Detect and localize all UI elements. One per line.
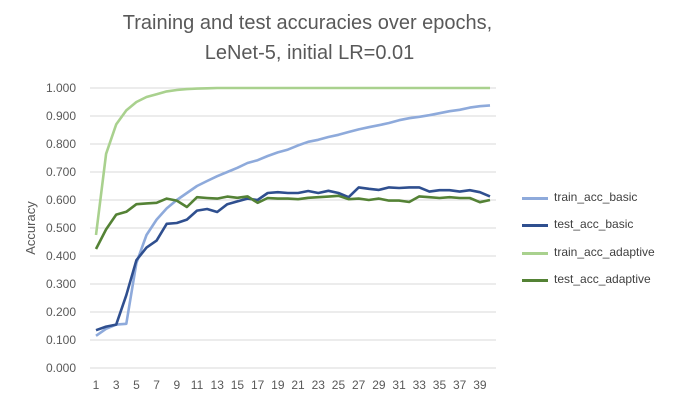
legend-label: train_acc_basic [554,190,638,204]
x-tick-label: 37 [453,378,467,392]
legend-swatch [522,252,548,255]
legend-swatch [522,279,548,282]
x-tick-label: 29 [372,378,386,392]
x-tick-label: 17 [251,378,265,392]
x-tick-label: 23 [312,378,326,392]
x-tick-label: 19 [271,378,285,392]
y-tick-label: 0.000 [46,361,76,375]
x-tick-label: 21 [291,378,305,392]
y-tick-label: 0.700 [46,165,76,179]
y-tick-label: 1.000 [46,81,76,95]
y-tick-label: 0.600 [46,193,76,207]
y-tick-label: 0.900 [46,109,76,123]
x-tick-label: 33 [413,378,427,392]
series-line-train-acc-basic [95,104,491,337]
x-tick-label: 27 [352,378,366,392]
x-tick-label: 13 [211,378,225,392]
y-axis-label: Accuracy [23,201,38,255]
legend-label: train_acc_adaptive [554,245,655,259]
chart-title-line-1: Training and test accuracies over epochs… [122,12,493,34]
x-tick-label: 31 [392,378,406,392]
series-line-test-acc-adaptive [94,194,491,250]
x-tick-label: 35 [433,378,447,392]
x-tick-label: 3 [113,378,120,392]
x-tick-label: 7 [153,378,160,392]
y-tick-label: 0.400 [46,249,76,263]
x-tick-label: 9 [173,378,180,392]
y-tick-label: 0.200 [46,305,76,319]
legend-label: test_acc_adaptive [554,272,651,286]
y-tick-label: 0.300 [46,277,76,291]
y-tick-label: 0.100 [46,333,76,347]
legend-swatch [522,224,548,227]
x-tick-label: 25 [332,378,346,392]
x-tick-label: 39 [473,378,487,392]
x-tick-label: 5 [133,378,140,392]
series-line-test-acc-basic [95,186,491,332]
x-tick-label: 11 [191,378,204,392]
series-line-train-acc-adaptive [94,86,490,236]
x-tick-label: 15 [231,378,245,392]
legend-label: test_acc_basic [554,217,634,231]
y-tick-label: 0.800 [46,137,76,151]
legend-swatch [522,197,548,200]
x-tick-label: 1 [93,378,100,392]
chart-title-line-2: LeNet-5, initial LR=0.01 [204,42,415,64]
y-tick-label: 0.500 [46,221,76,235]
